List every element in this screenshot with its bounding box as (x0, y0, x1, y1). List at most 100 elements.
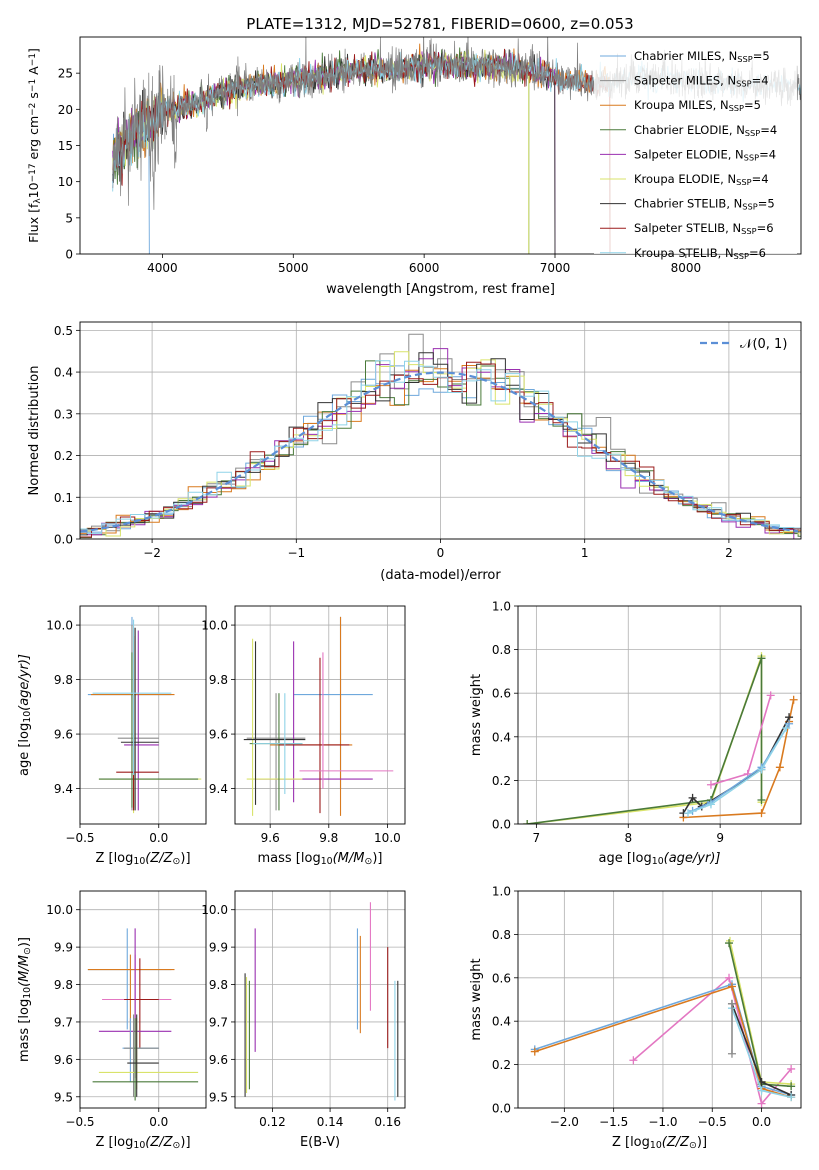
axes-frame (517, 605, 802, 825)
errorbar (124, 1014, 159, 1097)
legend-entry: Chabrier ELODIE, NSSP=4 (634, 123, 777, 138)
y-tick-label: 9.6 (54, 728, 73, 742)
x-tick-label: −0.5 (65, 1115, 94, 1129)
weight-line (687, 727, 787, 814)
y-tick-label: 0.8 (492, 643, 511, 657)
axes-frame (79, 605, 207, 825)
x-axis-label: E(B-V) (300, 1135, 340, 1150)
x-axis-label: wavelength [Angstrom, rest frame] (326, 282, 555, 297)
x-axis-label: (data-model)/error (380, 568, 501, 583)
y-axis-label: mass [log10(M/M⊙)] (17, 937, 33, 1062)
y-tick-label: 0 (65, 248, 73, 262)
weight-marker (725, 939, 734, 948)
y-tick-label: 5 (65, 211, 73, 225)
y-tick-label: 9.4 (209, 782, 228, 796)
x-tick-label: 5000 (278, 261, 309, 275)
histogram-kroupa-stelib (80, 360, 801, 534)
weight-lines (523, 652, 798, 824)
errorbar (98, 641, 202, 814)
y-tick-label: 0.1 (54, 491, 73, 505)
weight-marker (757, 654, 766, 663)
y-tick-label: 0.3 (54, 407, 73, 421)
y-tick-label: 9.4 (54, 782, 73, 796)
weight-marker (706, 800, 715, 809)
errorbar (299, 652, 394, 789)
x-tick-label: −2 (143, 546, 161, 560)
weight-line (534, 985, 792, 1098)
y-tick-label: 0.4 (492, 730, 511, 744)
histograms (80, 333, 801, 539)
weight-marker (688, 793, 697, 802)
gaussian-curve (80, 371, 799, 533)
mass-vs-ebv-panel: 0.12 0.14 0.16 9.5 9.6 9.7 9.8 9.9 10.0 E(B-V) (201, 890, 406, 1150)
y-tick-label: 25 (58, 67, 73, 81)
errorbar (293, 616, 373, 789)
weight-marker (787, 1093, 796, 1102)
weight-marker (757, 1086, 766, 1095)
x-tick-label: 0.0 (149, 1115, 168, 1129)
y-axis-label: mass weight (469, 958, 484, 1040)
x-axis-label: Z [log10(Z/Z⊙)] (95, 1135, 190, 1151)
x-tick-label: 0.14 (317, 1115, 344, 1129)
errorbar (116, 627, 159, 811)
y-tick-label: 9.9 (209, 941, 228, 955)
y-tick-label: 9.5 (209, 1090, 228, 1104)
weight-series (706, 691, 775, 789)
x-tick-label: 8 (624, 831, 632, 845)
x-tick-label: −1.0 (648, 1115, 677, 1129)
weight-marker (629, 1056, 638, 1065)
errorbar (255, 641, 373, 803)
residuals-panel: −2 −1 0 1 2 0.0 0.1 0.2 0.3 0.4 0.5 (data-model)/er… (27, 321, 802, 583)
x-tick-label: 0.0 (149, 831, 168, 845)
weight-series (726, 936, 796, 1089)
errorbars (244, 902, 399, 1101)
mass-weight-vs-metallicity-panel: −2.0 −1.5 −1.0 −0.5 0.0 0.0 0.2 0.4 0.6 0.8 1.0 Z [… (469, 885, 802, 1151)
legend-entry: Salpeter MILES, NSSP=4 (634, 74, 769, 89)
y-tick-label: 9.8 (54, 978, 73, 992)
weight-marker (706, 780, 715, 789)
y-tick-label: 20 (58, 103, 73, 117)
histogram-kroupa-miles (80, 365, 801, 534)
y-tick-label: 0.4 (492, 1015, 511, 1029)
mass-weight-vs-age-panel: 7 8 9 0.0 0.2 0.4 0.6 0.8 1.0 age [log10(age/yr)]… (469, 600, 802, 867)
errorbar (98, 1018, 199, 1090)
x-axis-label: Z [log10(Z/Z⊙)] (95, 851, 190, 867)
y-tick-label: 1.0 (492, 885, 511, 899)
age-vs-mass-panel: 9.6 9.8 10.0 9.4 9.6 9.8 10.0 mass [log10(M/M⊙)… (201, 605, 406, 867)
errorbar (124, 630, 159, 811)
weight-marker (785, 719, 794, 728)
y-tick-label: 9.8 (209, 673, 228, 687)
y-tick-label: 9.8 (54, 673, 73, 687)
weight-lines (530, 936, 796, 1108)
x-axis-label: age [log10(age/yr)] (599, 851, 721, 867)
errorbars (243, 616, 394, 816)
y-axis-label: Flux [fλ10−17 erg cm−2 s−1 A−1] (26, 48, 43, 243)
x-tick-label: 0.16 (374, 1115, 401, 1129)
y-tick-label: 0.6 (492, 687, 511, 701)
weight-line (527, 658, 763, 824)
x-tick-label: −1.5 (599, 1115, 628, 1129)
y-tick-label: 9.7 (209, 1015, 228, 1029)
y-tick-label: 9.7 (54, 1015, 73, 1029)
y-axis-label: age [log10(age/yr)] (17, 654, 33, 776)
legend-entry: Salpeter ELODIE, NSSP=4 (634, 147, 776, 162)
legend-entry: Chabrier STELIB, NSSP=5 (634, 197, 775, 212)
legend-entry: Kroupa ELODIE, NSSP=4 (634, 172, 769, 187)
x-tick-label: −0.5 (698, 1115, 727, 1129)
errorbar (92, 1018, 199, 1101)
weight-marker (789, 695, 798, 704)
y-tick-label: 0.2 (492, 1058, 511, 1072)
weight-series (727, 999, 736, 1058)
y-tick-label: 0.0 (54, 533, 73, 547)
x-tick-label: 0.0 (752, 1115, 771, 1129)
y-tick-label: 10.0 (201, 903, 228, 917)
weight-marker (757, 1099, 766, 1108)
x-tick-label: 0.12 (259, 1115, 286, 1129)
legend-box (594, 40, 797, 254)
x-tick-label: 0 (437, 546, 445, 560)
x-axis-label: Z [log10(Z/Z⊙)] (612, 1135, 707, 1151)
x-tick-label: 4000 (147, 261, 178, 275)
y-tick-label: 9.6 (54, 1053, 73, 1067)
y-tick-label: 0.4 (54, 366, 73, 380)
